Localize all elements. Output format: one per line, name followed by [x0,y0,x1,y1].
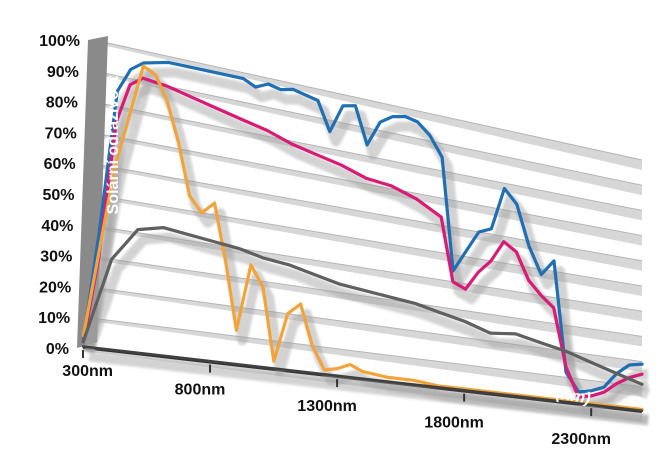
series-line [81,226,644,386]
y-tick-label: 40% [41,218,73,235]
series-line [81,64,644,412]
x-tick-label: 1300nm [297,398,357,415]
gridline [85,286,642,372]
shadow-layer [84,67,650,426]
gridline-edge [93,39,643,161]
gridline-edge [84,316,643,388]
x-tick-label: 1800nm [424,415,484,432]
series-shadow [88,351,649,426]
y-tick-label: 60% [44,156,76,173]
gridline-edge [89,162,643,262]
back-wall [77,36,108,348]
series-shadow [84,232,650,399]
y-tick-label: 100% [39,33,80,50]
y-tick-label: 80% [46,95,78,112]
y-tick-label: 70% [45,125,77,142]
series-layer [81,60,644,412]
series-line [81,60,644,394]
y-tick-label: 50% [42,187,74,204]
y-tick-label: 20% [39,279,71,296]
y-axis-label: Solární odrazivost [105,75,122,214]
series-shadow [84,67,649,407]
gridline [84,317,643,397]
x-tick-label: 2300nm [551,431,611,448]
series-line [81,76,644,399]
gridline [94,40,642,170]
y-tick-label: 30% [40,249,72,266]
y-tick-label: 90% [47,64,79,81]
gridline-edge [91,101,643,211]
x-tick-label: 300nm [62,363,113,380]
y-tick-label: 10% [38,310,70,327]
y-axis-wall [77,36,108,348]
y-tick-label: 0% [46,341,69,358]
tick-layer: 100% 90% 80% 70% 60% 50% 40% 30% 20% 10% 0% 300nm 80… [38,33,611,448]
series-line [81,345,644,412]
x-tick-label: 800nm [175,382,226,399]
gridline-edge [88,193,643,287]
